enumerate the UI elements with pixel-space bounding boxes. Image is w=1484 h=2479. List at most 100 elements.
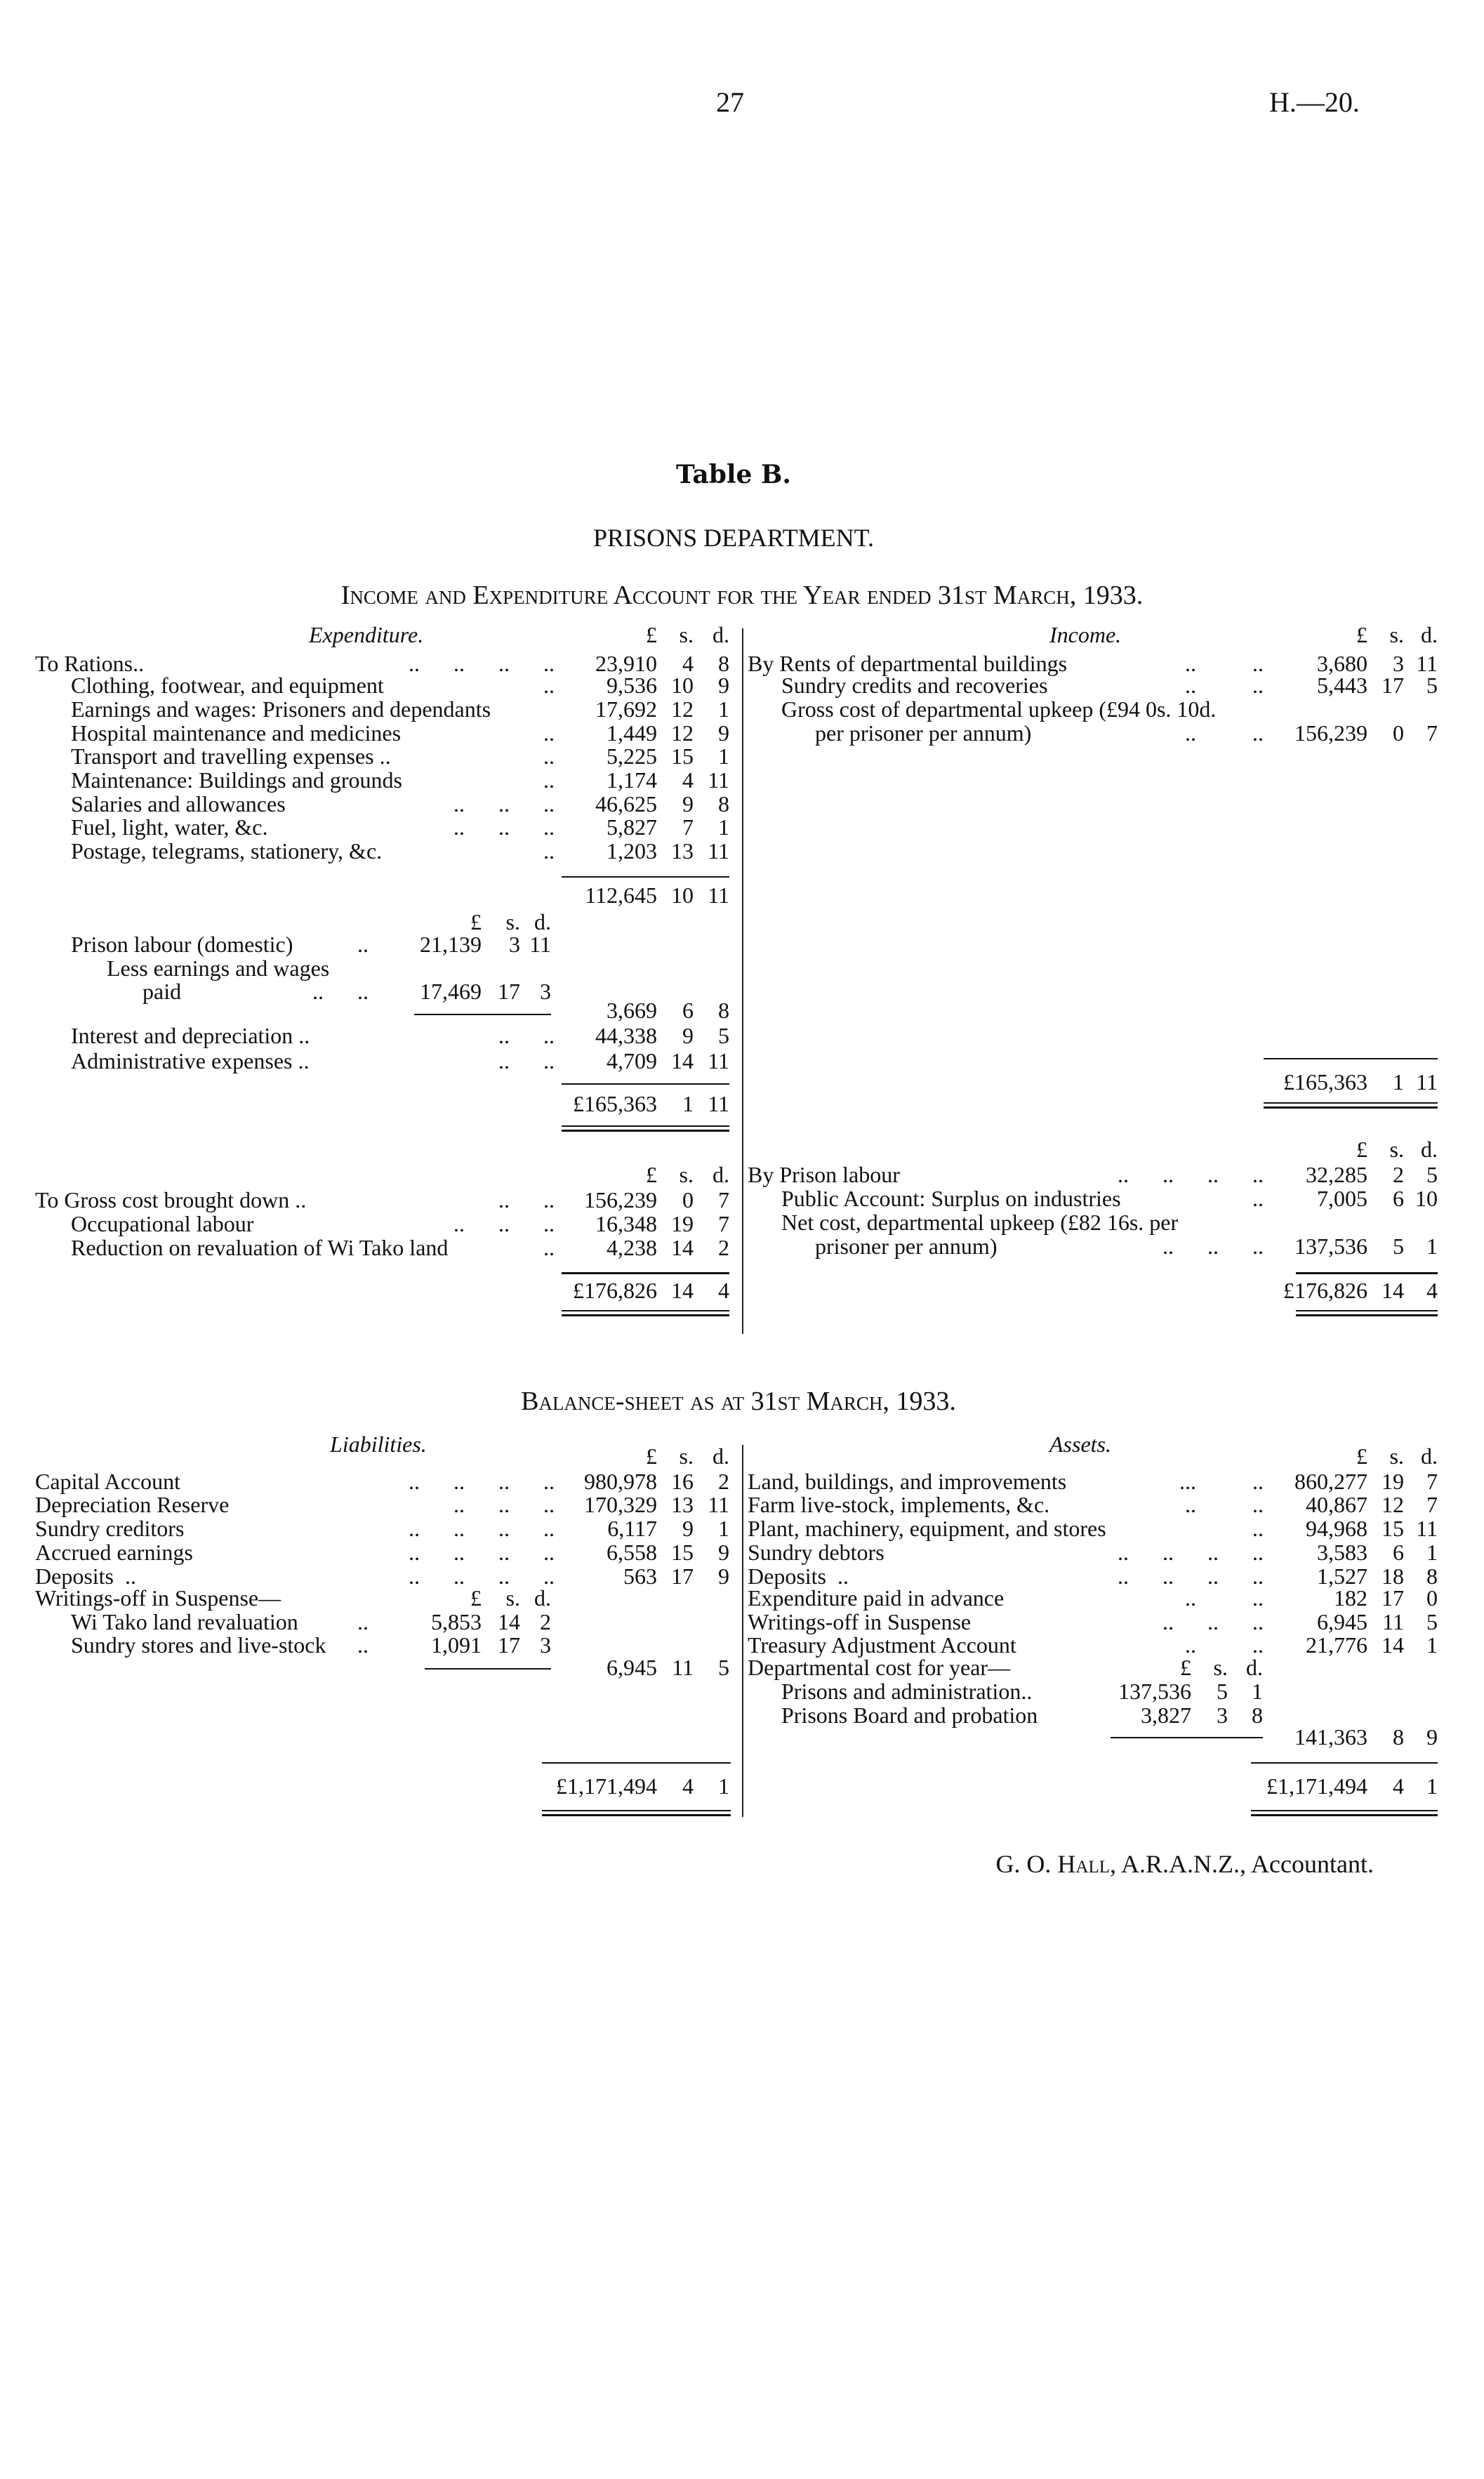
sub-amount-pence: d. [534,1585,551,1611]
amount-shillings: 18 [1382,1564,1404,1589]
subtotal-rule [425,1668,551,1670]
amount-pounds: 5,443 [1317,673,1367,698]
amount-pounds: £176,826 [1283,1278,1367,1303]
row-label: paid [143,979,182,1004]
dot-leader: .. .. .. [453,1492,555,1517]
double-rule [1251,1810,1438,1811]
double-rule [562,1314,729,1316]
sub-amount-shillings: 14 [498,1609,520,1634]
amount-pence: 9 [718,673,729,698]
row-label: Writings-off in Suspense [748,1609,972,1634]
amount-shillings: 11 [672,1655,694,1680]
amount-pounds: 6,558 [607,1540,657,1565]
amount-pence: 0 [1426,1585,1438,1611]
amount-pence: 8 [718,791,729,817]
sub-amount-shillings: 3 [1217,1703,1228,1728]
amount-pounds: 3,669 [607,998,657,1023]
amount-pence: 1 [1426,1773,1438,1799]
amount-pounds: 6,117 [607,1516,657,1541]
income-heading: Income. [1049,622,1122,647]
amount-shillings: 10 [671,882,694,908]
sub-amount-pence: 3 [540,1632,551,1658]
amount-shillings: 7 [682,814,694,840]
amount-pounds: 182 [1334,1585,1367,1611]
amount-pounds: £1,171,494 [1266,1773,1367,1799]
amount-pence: 5 [718,1023,729,1048]
sub-amount-shillings: s. [1213,1655,1228,1680]
row-label: Clothing, footwear, and equipment [71,673,384,698]
amount-pence: d. [713,1443,729,1469]
row-label: Land, buildings, and improvements [748,1469,1067,1494]
income-expenditure-title: Income and Expenditure Account for the Y… [340,581,1144,610]
amount-shillings: s. [1389,1137,1404,1162]
amount-shillings: 9 [682,1516,694,1541]
total-rule [1251,1762,1438,1764]
amount-pounds: 137,536 [1294,1234,1367,1259]
row-label: Plant, machinery, equipment, and stores [748,1516,1106,1541]
subtotal-rule [562,876,729,878]
sub-amount-pence: 3 [540,979,551,1004]
sub-amount-shillings: s. [505,909,520,934]
row-label: Departmental cost for year— [748,1655,1011,1680]
amount-pence: 5 [718,1655,729,1680]
row-label: Transport and travelling expenses .. [71,743,391,769]
row-label: Sundry stores and live-stock [71,1632,326,1658]
amount-shillings: 13 [671,838,694,864]
amount-pounds: £ [646,1162,657,1187]
row-label: Less earnings and wages [107,956,330,981]
amount-pounds: 21,776 [1306,1632,1367,1658]
row-label: Maintenance: Buildings and grounds [71,767,402,793]
amount-shillings: 4 [682,651,694,676]
row-label: Capital Account [35,1469,181,1494]
dot-leader: .. .. [1185,720,1264,746]
dot-leader: .. [357,1632,369,1658]
amount-pence: 2 [718,1469,729,1494]
liabilities-heading: Liabilities. [330,1432,427,1457]
amount-shillings: 1 [682,1091,694,1116]
amount-pounds: £ [1356,1443,1367,1469]
col-pounds: £ [1356,622,1367,647]
dot-leader: .. .. [498,1187,555,1212]
amount-shillings: s. [679,1162,694,1187]
amount-shillings: 0 [1393,720,1404,746]
column-divider [742,1445,743,1817]
dot-leader: .. [357,1609,369,1634]
amount-pence: 5 [1426,1609,1438,1634]
subtotal-rule [414,1014,551,1015]
total-rule [1264,1058,1438,1059]
amount-pence: 8 [1426,1564,1438,1589]
dot-leader: .. .. .. .. [1118,1162,1264,1187]
dot-leader: .. .. .. .. [409,1540,555,1565]
amount-pounds: £ [1356,1137,1367,1162]
amount-pounds: 170,329 [584,1492,657,1517]
expenditure-heading: Expenditure. [309,622,424,647]
col-shillings: s. [1389,622,1404,647]
sub-amount-pounds: £ [1180,1655,1191,1680]
row-label: Prisons Board and probation [781,1703,1038,1728]
row-label: Hospital maintenance and medicines [71,720,402,746]
row-label: Wi Tako land revaluation [71,1609,298,1634]
double-rule [1296,1314,1438,1316]
total-rule [562,1272,729,1274]
amount-pounds: 94,968 [1306,1516,1367,1541]
row-label: Prison labour (domestic) [71,932,293,957]
amount-pounds: 6,945 [607,1655,657,1680]
amount-shillings: 14 [671,1048,694,1073]
amount-pounds: £1,171,494 [556,1773,657,1799]
amount-shillings: 12 [671,720,694,746]
dot-leader: .. .. [1185,673,1264,698]
amount-shillings: 14 [671,1278,694,1303]
amount-pounds: 5,827 [607,814,657,840]
amount-shillings: 15 [671,743,694,769]
amount-pence: 10 [1415,1186,1438,1211]
amount-pounds: 6,945 [1317,1609,1367,1634]
amount-pounds: 156,239 [584,1187,657,1212]
row-label: Farm live-stock, implements, &c. [748,1492,1050,1517]
dot-leader: .. .. [312,979,369,1004]
assets-heading: Assets. [1049,1432,1111,1457]
amount-pence: 1 [718,696,729,722]
sub-amount-pounds: 137,536 [1118,1679,1191,1704]
dot-leader: .. [543,673,555,698]
sub-amount-pounds: 3,827 [1141,1703,1191,1728]
dot-leader: .. [357,932,369,957]
